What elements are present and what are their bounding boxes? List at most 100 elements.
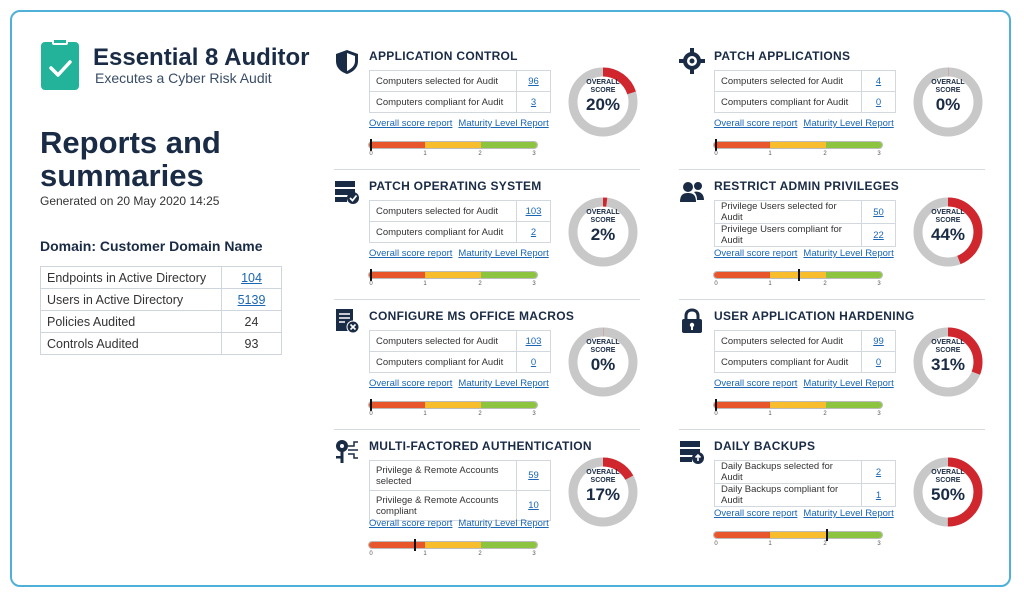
overall-label-line1: OVERALL <box>931 469 965 476</box>
maturity-level-report-link[interactable]: Maturity Level Report <box>458 118 549 129</box>
card-title: DAILY BACKUPS <box>714 439 816 453</box>
card-row-compliant: Computers compliant for Audit 0 <box>714 351 896 373</box>
overall-score-report-link[interactable]: Overall score report <box>714 248 798 259</box>
gauge-ticks: 0 1 2 3 <box>368 411 538 421</box>
report-links: Overall score report Maturity Level Repor… <box>369 248 555 259</box>
selected-count-link[interactable]: 4 <box>875 75 882 87</box>
overall-label-line1: OVERALL <box>931 339 965 346</box>
overall-score-report-link[interactable]: Overall score report <box>714 508 798 519</box>
selected-count-link[interactable]: 103 <box>525 335 542 347</box>
row-label: Computers selected for Audit <box>714 70 862 92</box>
maturity-level-report-link[interactable]: Maturity Level Report <box>803 248 894 259</box>
compliant-count-link[interactable]: 0 <box>875 356 882 368</box>
gauge-segment-green <box>480 142 537 148</box>
overall-score-report-link[interactable]: Overall score report <box>369 118 453 129</box>
overall-score-report-link[interactable]: Overall score report <box>369 378 453 389</box>
overall-label-line1: OVERALL <box>586 79 620 86</box>
maturity-level-report-link[interactable]: Maturity Level Report <box>458 518 549 529</box>
maturity-level-report-link[interactable]: Maturity Level Report <box>458 378 549 389</box>
overall-score-report-link[interactable]: Overall score report <box>714 378 798 389</box>
report-links: Overall score report Maturity Level Repor… <box>369 378 555 389</box>
summary-row-endpoints: Endpoints in Active Directory 104 <box>40 266 282 289</box>
report-links: Overall score report Maturity Level Repor… <box>714 118 900 129</box>
overall-label-line2: SCORE <box>590 347 616 354</box>
gauge-segment-red <box>369 542 425 548</box>
summary-label: Endpoints in Active Directory <box>40 266 222 289</box>
gauge-segment-yellow <box>769 532 826 538</box>
overall-score-label: OVERALL SCORE 0% <box>913 79 983 115</box>
maturity-level-report-link[interactable]: Maturity Level Report <box>803 378 894 389</box>
row-label: Computers compliant for Audit <box>369 351 517 373</box>
selected-count-link[interactable]: 96 <box>528 75 539 87</box>
compliant-count-link[interactable]: 3 <box>530 96 537 108</box>
card-title: APPLICATION CONTROL <box>369 49 518 63</box>
gauge-ticks: 0 1 2 3 <box>368 281 538 291</box>
gauge-segment-red <box>369 402 425 408</box>
gauge-segment-yellow <box>424 272 481 278</box>
generated-timestamp: Generated on 20 May 2020 14:25 <box>40 194 220 208</box>
gauge-segment-red <box>714 532 770 538</box>
compliant-count-link[interactable]: 1 <box>875 489 882 501</box>
gauge-tick: 3 <box>532 281 536 287</box>
compliant-count-link[interactable]: 10 <box>528 500 539 511</box>
overall-score-donut <box>913 197 983 267</box>
compliant-count-link[interactable]: 2 <box>530 226 537 238</box>
selected-count-link[interactable]: 103 <box>525 205 542 217</box>
maturity-gauge: 0 1 2 3 <box>368 539 538 561</box>
gauge-tick: 0 <box>369 411 373 417</box>
gauge-segment-yellow <box>769 402 826 408</box>
maturity-level-report-link[interactable]: Maturity Level Report <box>803 118 894 129</box>
users-icon <box>680 182 704 202</box>
report-links: Overall score report Maturity Level Repor… <box>714 248 900 259</box>
users-count-link[interactable]: 5139 <box>237 292 266 307</box>
maturity-level-report-link[interactable]: Maturity Level Report <box>458 248 549 259</box>
row-label: Computers compliant for Audit <box>714 351 862 373</box>
gauge-segment-red <box>369 142 425 148</box>
selected-count-link[interactable]: 50 <box>873 206 884 218</box>
card-title: CONFIGURE MS OFFICE MACROS <box>369 309 575 323</box>
card-row-compliant: Computers compliant for Audit 3 <box>369 91 551 113</box>
overall-score-value: 0% <box>590 355 616 374</box>
card-title: PATCH APPLICATIONS <box>714 49 851 63</box>
card-configure-ms-office-macros: CONFIGURE MS OFFICE MACROS Computers sel… <box>334 305 640 435</box>
compliant-count-link[interactable]: 22 <box>873 229 884 241</box>
card-stats-table: Privilege & Remote Accounts selected 59 … <box>369 460 551 521</box>
compliant-count-link[interactable]: 0 <box>875 96 882 108</box>
maturity-gauge: 0 1 2 3 <box>368 269 538 291</box>
card-divider <box>679 299 985 300</box>
gauge-tick: 2 <box>823 281 827 287</box>
gauge-segment-yellow <box>424 542 481 548</box>
overall-label-line2: SCORE <box>590 87 616 94</box>
overall-score-report-link[interactable]: Overall score report <box>714 118 798 129</box>
overall-score-donut <box>913 457 983 527</box>
gauge-tick: 3 <box>877 541 881 547</box>
overall-label-line2: SCORE <box>935 87 961 94</box>
gauge-marker <box>715 399 717 411</box>
row-label: Privilege Users compliant for Audit <box>714 223 862 247</box>
selected-count-link[interactable]: 59 <box>528 470 539 481</box>
gauge-segment-red <box>369 272 425 278</box>
overall-label-line2: SCORE <box>590 477 616 484</box>
gauge-marker <box>826 529 828 541</box>
gauge-ticks: 0 1 2 3 <box>713 541 883 551</box>
compliant-count-link[interactable]: 0 <box>530 356 537 368</box>
selected-count-link[interactable]: 99 <box>873 335 884 347</box>
summary-table: Endpoints in Active Directory 104 Users … <box>40 266 282 355</box>
overall-score-report-link[interactable]: Overall score report <box>369 248 453 259</box>
key-circuit-icon <box>336 440 358 463</box>
card-title: RESTRICT ADMIN PRIVILEGES <box>714 179 900 193</box>
gauge-segment-red <box>714 272 770 278</box>
endpoints-count-link[interactable]: 104 <box>241 270 262 285</box>
overall-score-value: 20% <box>585 95 621 114</box>
maturity-level-report-link[interactable]: Maturity Level Report <box>803 508 894 519</box>
summary-label: Policies Audited <box>40 310 222 333</box>
gauge-marker <box>798 269 800 281</box>
card-stats-table: Computers selected for Audit 103 Compute… <box>369 330 551 373</box>
summary-row-policies: Policies Audited 24 <box>40 310 282 333</box>
overall-score-report-link[interactable]: Overall score report <box>369 518 453 529</box>
selected-count-link[interactable]: 2 <box>875 466 882 478</box>
overall-score-label: OVERALL SCORE 2% <box>568 209 638 245</box>
overall-score-value: 31% <box>930 355 966 374</box>
summary-value: 24 <box>221 310 282 333</box>
gauge-tick: 0 <box>714 151 718 157</box>
